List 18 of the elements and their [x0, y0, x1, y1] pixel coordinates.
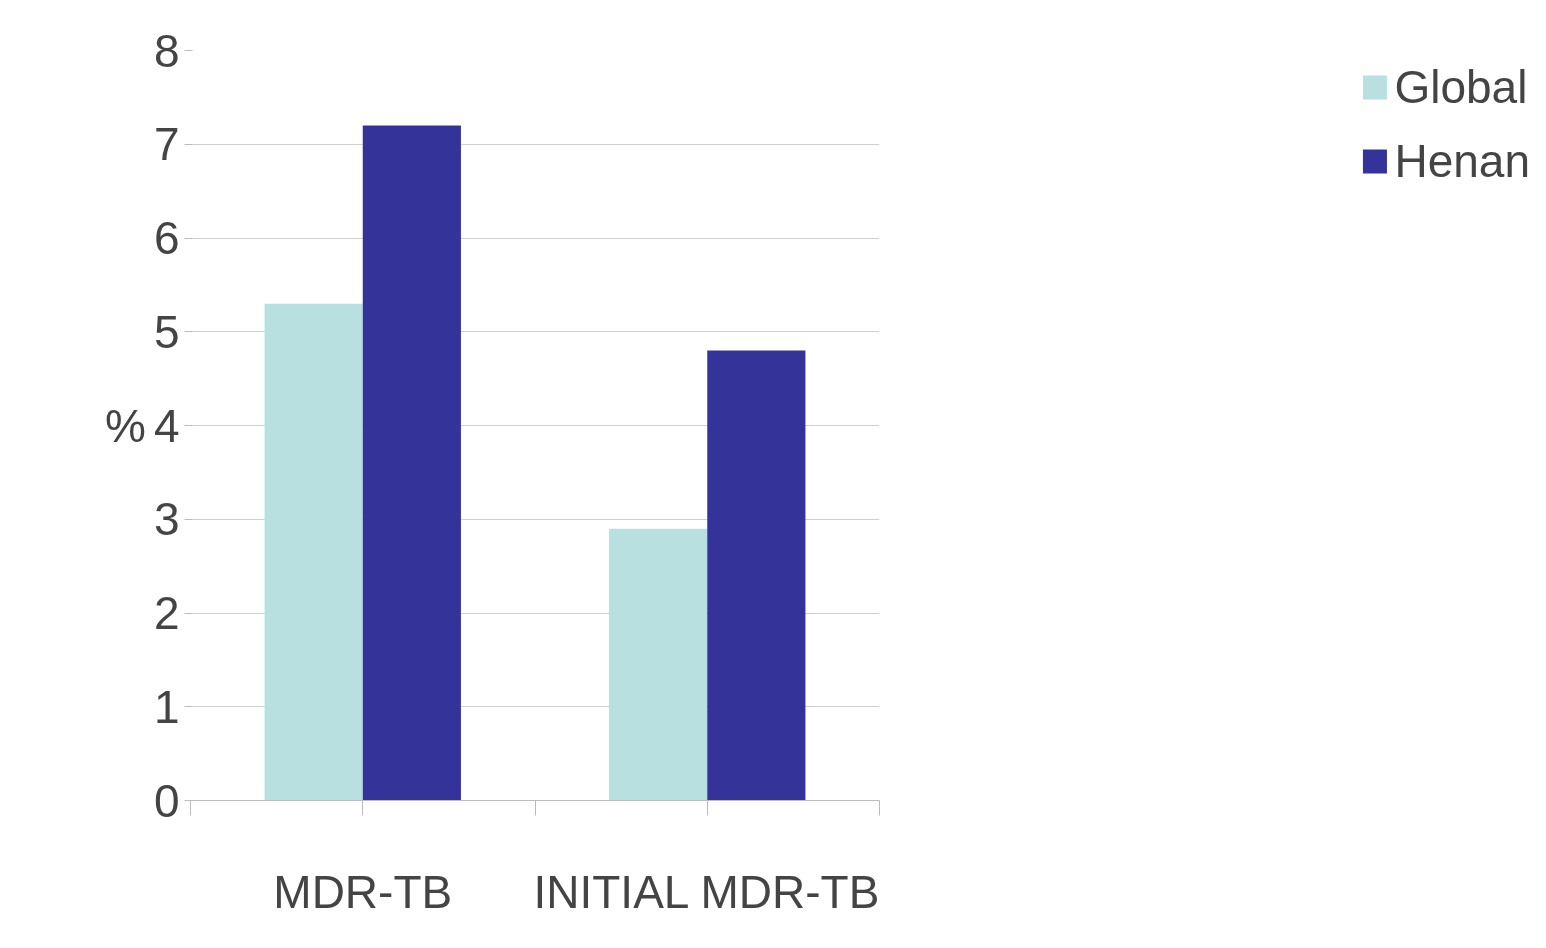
x-tick-label: INITIAL MDR-TB — [533, 865, 880, 918]
y-tick-label: 6 — [153, 212, 180, 264]
bar — [264, 303, 363, 801]
y-tick-label: 5 — [153, 305, 180, 358]
y-tick-label: 3 — [153, 493, 180, 546]
y-tick-label: 1 — [153, 680, 180, 733]
bar — [707, 350, 806, 801]
bar — [609, 528, 708, 801]
legend-label: Global — [1394, 60, 1528, 114]
bar — [362, 125, 461, 801]
y-tick-label: 8 — [153, 24, 180, 77]
y-axis-title: % — [105, 399, 146, 452]
y-tick-label: 7 — [153, 118, 180, 171]
x-tick-label: MDR-TB — [273, 865, 453, 918]
y-tick-label: 0 — [153, 774, 180, 827]
legend-label: Henan — [1394, 134, 1530, 188]
y-tick-label: 4 — [153, 399, 180, 452]
y-tick-label: 2 — [153, 587, 180, 639]
